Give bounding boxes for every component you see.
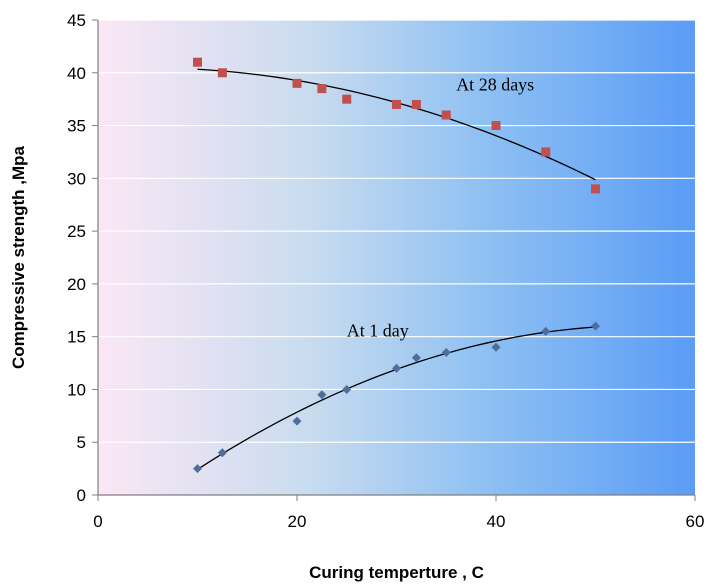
data-point-square xyxy=(591,184,600,194)
gridlines xyxy=(92,19,696,501)
tick-labels: 0 5 10 15 20 25 30 35 40 45 0 20 40 60 xyxy=(67,11,704,531)
data-point-square xyxy=(193,57,202,67)
axes xyxy=(97,20,695,496)
annotation-label: At 28 days xyxy=(456,75,534,95)
plot-area xyxy=(98,20,695,495)
data-point-square xyxy=(392,99,401,109)
y-tick-label: 0 xyxy=(77,486,86,505)
annotations: At 28 days At 1 day xyxy=(347,75,534,341)
data-point-diamond xyxy=(317,390,327,400)
x-tick-label: 40 xyxy=(487,512,506,531)
x-tick-label: 0 xyxy=(93,512,102,531)
data-point-diamond xyxy=(591,321,600,331)
y-tick-label: 10 xyxy=(67,380,86,399)
data-point-diamond xyxy=(342,384,352,394)
data-point-square xyxy=(441,110,451,120)
data-point-square xyxy=(217,68,227,78)
y-tick-label: 15 xyxy=(67,328,86,347)
x-axis-title: Curing temperture , C xyxy=(309,563,484,582)
data-point-diamond xyxy=(193,464,202,474)
data-point-diamond xyxy=(491,342,501,352)
data-point-square xyxy=(541,147,551,157)
annotation-label: At 1 day xyxy=(347,321,409,341)
data-point-diamond xyxy=(392,363,401,373)
data-point-square xyxy=(491,121,501,131)
data-point-square xyxy=(317,84,327,94)
y-tick-label: 30 xyxy=(67,169,86,188)
y-axis-title: Compressive strength ,Mpa xyxy=(9,145,28,368)
data-point-diamond xyxy=(217,448,227,458)
y-tick-label: 5 xyxy=(77,433,86,452)
data-point-square xyxy=(411,99,421,109)
y-tick-label: 45 xyxy=(67,11,86,30)
x-tick-label: 20 xyxy=(288,512,307,531)
y-tick-label: 20 xyxy=(67,275,86,294)
data-point-diamond xyxy=(441,348,451,357)
data-points xyxy=(193,57,600,474)
data-point-diamond xyxy=(411,353,421,363)
data-point-square xyxy=(342,94,352,104)
data-point-diamond xyxy=(541,326,551,336)
x-tick-label: 60 xyxy=(686,512,705,531)
data-point-diamond xyxy=(292,416,302,426)
y-tick-label: 25 xyxy=(67,222,86,241)
data-point-square xyxy=(292,78,302,88)
y-tick-label: 40 xyxy=(67,64,86,83)
y-tick-label: 35 xyxy=(67,117,86,136)
